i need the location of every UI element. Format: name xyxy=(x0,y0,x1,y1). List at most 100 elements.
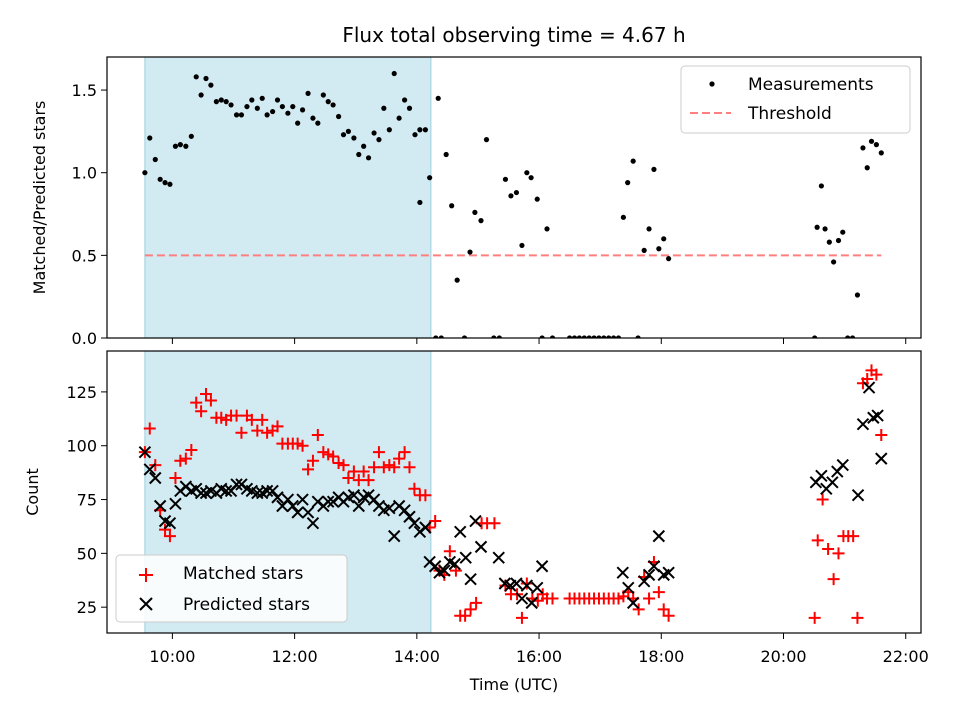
measurement-point xyxy=(422,127,428,133)
measurement-point xyxy=(361,143,367,149)
matched-star-point xyxy=(808,611,821,624)
predicted-star-point xyxy=(260,484,274,498)
predicted-star-point xyxy=(626,596,640,610)
matched-star-point xyxy=(256,413,269,426)
matched-star-point xyxy=(174,454,187,467)
predicted-star-point xyxy=(138,445,152,459)
measurement-point xyxy=(576,335,582,338)
y-tick-label: 0.5 xyxy=(72,246,97,265)
matched-star-point xyxy=(200,388,212,401)
measurement-point xyxy=(630,158,636,164)
measurement-point xyxy=(213,99,219,105)
predicted-star-point xyxy=(367,493,381,506)
measurement-point xyxy=(295,120,301,126)
measurement-point xyxy=(596,335,602,338)
measurement-point xyxy=(402,97,408,103)
measurement-point xyxy=(491,335,497,338)
predicted-star-point xyxy=(815,469,828,483)
measurement-point xyxy=(386,127,392,133)
matched-star-point xyxy=(403,461,416,474)
matched-star-point xyxy=(822,543,835,556)
measurement-point xyxy=(454,277,460,283)
x-tick-label: 10:00 xyxy=(149,647,195,666)
x-axis-label: Time (UTC) xyxy=(469,675,558,694)
measurement-point xyxy=(406,105,413,111)
matched-star-point xyxy=(470,596,483,609)
y-axis-top: 0.0 0.5 1.0 1.5 xyxy=(72,81,107,348)
y-tick-label: 1.0 xyxy=(72,164,97,183)
measurement-point xyxy=(864,165,870,171)
measurement-point xyxy=(868,138,875,144)
measurement-point xyxy=(381,105,387,111)
measurement-point xyxy=(371,130,377,136)
matched-star-point xyxy=(429,515,442,528)
predicted-star-point xyxy=(826,476,839,489)
predicted-star-point xyxy=(469,514,482,528)
measurement-point xyxy=(611,335,617,338)
predicted-star-point xyxy=(856,417,870,431)
predicted-star-point xyxy=(647,560,661,573)
matched-star-point xyxy=(362,474,375,487)
measurement-point xyxy=(625,180,631,186)
plot-frame-bottom xyxy=(106,350,922,634)
legend-label-predicted: Predicted stars xyxy=(183,595,310,615)
measurement-point xyxy=(188,133,194,139)
matched-star-point xyxy=(357,465,370,478)
measurement-point xyxy=(299,107,306,113)
measurement-point xyxy=(826,239,832,245)
matched-star-point xyxy=(204,394,217,407)
measurement-point xyxy=(162,180,168,186)
matched-star-point xyxy=(195,405,208,418)
predicted-star-point xyxy=(474,540,488,554)
x-ticks-top xyxy=(171,338,907,344)
x-tick-label: 14:00 xyxy=(394,647,440,666)
legend-box-bottom xyxy=(115,554,348,623)
measurement-point xyxy=(177,142,183,148)
matched-star-point xyxy=(179,452,192,465)
measurement-point xyxy=(549,335,556,338)
measurement-point xyxy=(274,97,281,103)
y-tick-label: 75 xyxy=(77,491,97,510)
measurement-point xyxy=(228,102,234,108)
measurement-point xyxy=(661,236,667,242)
measurement-point xyxy=(519,242,525,249)
predicted-star-point xyxy=(492,551,505,564)
legend-marker-measurements xyxy=(709,81,715,87)
predicted-star-point xyxy=(851,489,865,502)
y-axis-label-bottom: Count xyxy=(23,468,42,516)
measurement-point xyxy=(615,335,622,338)
measurement-point xyxy=(249,97,255,103)
predicted-star-point xyxy=(271,491,284,504)
measurement-point xyxy=(285,110,291,116)
matched-star-point xyxy=(875,428,888,441)
predicted-star-point xyxy=(388,529,401,543)
measurement-point xyxy=(345,128,351,134)
matched-star-point xyxy=(464,603,477,616)
measurement-point xyxy=(259,95,265,101)
measurement-point xyxy=(351,135,357,141)
predicted-star-point xyxy=(459,551,472,564)
predicted-star-point xyxy=(322,495,335,508)
matched-star-point xyxy=(832,547,845,560)
matched-star-point xyxy=(546,592,559,605)
matched-star-point xyxy=(515,611,528,624)
panel-top: 0.0 0.5 1.0 1.5 Matched/Predicted stars Mea… xyxy=(30,56,922,348)
measurement-point xyxy=(646,226,652,232)
measurement-point xyxy=(496,335,502,338)
measurement-point xyxy=(142,170,148,176)
predicted-star-point xyxy=(291,506,304,519)
y-tick-label: 0.0 xyxy=(72,329,97,348)
plot-frame-top xyxy=(106,56,922,339)
measurement-point xyxy=(193,74,199,80)
measurement-point xyxy=(438,335,444,338)
predicted-star-point xyxy=(403,510,416,523)
predicted-star-point xyxy=(219,484,233,498)
measurement-point xyxy=(508,193,514,199)
matched-star-point xyxy=(327,450,340,463)
measurement-point xyxy=(238,112,245,118)
y-tick-label: 50 xyxy=(77,544,97,563)
matched-star-point xyxy=(488,517,501,530)
matched-star-point xyxy=(143,422,156,435)
measurement-point xyxy=(183,143,189,149)
measurement-point xyxy=(528,175,534,181)
